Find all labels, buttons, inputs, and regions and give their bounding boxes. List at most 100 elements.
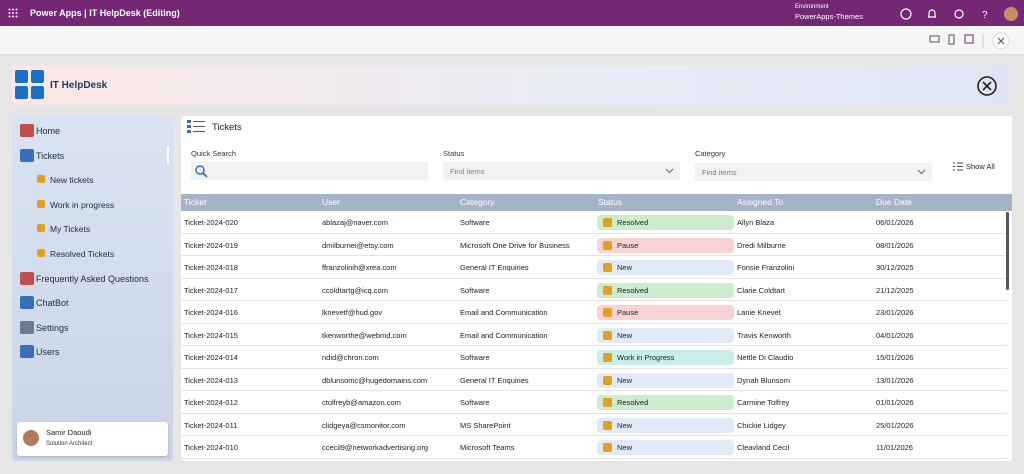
status-pill: New [597, 417, 734, 433]
show-all-button[interactable]: Show All [953, 162, 995, 171]
category-placeholder: Find items [702, 168, 737, 177]
scroll-indicator [167, 146, 169, 164]
table-cell: clidgeya@csmonitor.com [322, 420, 406, 430]
top-bar: Power Apps | IT HelpDesk (Editing) Envir… [0, 0, 1024, 26]
nav-item[interactable]: Frequently Asked Questions [36, 273, 149, 284]
table-cell: 06/01/2026 [876, 218, 914, 227]
category-dropdown[interactable]: Find items [695, 163, 932, 181]
search-input[interactable] [191, 162, 428, 180]
nav-sub-icon [37, 224, 45, 233]
table-cell: Ticket-2024-015 [184, 330, 238, 340]
user-name: Samir Daoudi [46, 428, 92, 437]
nav-sub-item[interactable]: Resolved Tickets [50, 249, 115, 259]
nav-sub-icon [37, 249, 45, 257]
nav-item[interactable]: Settings [36, 322, 69, 333]
status-pill: New [597, 372, 734, 388]
status-text: Resolved [617, 398, 649, 407]
table-row[interactable]: Ticket-2024-012 ctolfreyb@amazon.com Softw… [181, 391, 1007, 414]
table-cell: 21/12/2025 [876, 285, 914, 295]
table-cell: ctolfreyb@amazon.com [322, 398, 401, 407]
status-icon [603, 285, 612, 295]
nav-icon [20, 296, 34, 310]
table-cell: Ticket-2024-017 [184, 285, 238, 295]
table-row[interactable]: Ticket-2024-013 dblunsomc@hugedomains.com… [181, 369, 1007, 391]
user-card[interactable]: Samir Daoudi Solution Architect [17, 422, 168, 456]
table-row[interactable]: Ticket-2024-017 ccoldtartg@icq.com Softwar… [181, 279, 1007, 301]
status-text: Pause [617, 240, 639, 250]
nav-item[interactable]: Users [36, 347, 60, 358]
table-cell: Microsoft Teams [460, 443, 515, 452]
nav-item[interactable]: Home [36, 126, 61, 136]
table-cell: Allyn Blaza [737, 218, 775, 227]
table-row[interactable]: Ticket-2024-010 ccecil9@networkadvertisin… [181, 436, 1007, 459]
nav-icon [20, 320, 34, 334]
table-row[interactable]: Ticket-2024-011 clidgeya@csmonitor.com MS … [181, 414, 1007, 436]
status-icon [603, 330, 612, 340]
status-text: Work in Progress [617, 353, 675, 362]
table-cell: Fonsie Franzolini [737, 263, 795, 272]
category-label: Category [695, 149, 726, 158]
status-dropdown[interactable]: Find items [443, 162, 680, 180]
scrollbar[interactable] [1006, 212, 1009, 290]
column-header[interactable]: Assigned To [737, 197, 784, 207]
nav-icon [20, 124, 34, 137]
logo [15, 70, 44, 99]
status-text: New [617, 330, 633, 340]
table-cell: Ticket-2024-012 [184, 398, 238, 407]
table-cell: 30/12/2025 [876, 263, 914, 272]
table-cell: Microsoft One Drive for Business [460, 240, 570, 250]
column-header[interactable]: User [322, 197, 340, 207]
table-cell: Software [460, 218, 490, 227]
column-header[interactable]: Due Date [876, 197, 912, 207]
table-cell: ffranzolinih@xrea.com [322, 263, 397, 272]
status-label: Status [443, 149, 465, 158]
nav-item[interactable]: ChatBot [36, 298, 69, 309]
waffle-icon[interactable] [8, 8, 18, 18]
nav-sub-icon [37, 175, 45, 184]
table-cell: 11/01/2026 [876, 443, 913, 452]
status-pill: Resolved [597, 282, 734, 298]
status-pill: Pause [597, 237, 734, 253]
table-row[interactable]: Ticket-2024-015 tkenworthe@webmd.com Email… [181, 324, 1007, 346]
column-header[interactable]: Ticket [184, 197, 207, 207]
status-pill: Resolved [597, 215, 734, 230]
table-cell: lknevetf@hud.gov [322, 308, 383, 317]
tickets-panel: Tickets Quick Search Status Find items C… [181, 116, 1012, 461]
table-cell: Ticket-2024-018 [184, 263, 238, 272]
table-cell: Cleavland Cecil [737, 443, 790, 452]
table-cell: 01/01/2026 [876, 398, 914, 407]
table-row[interactable]: Ticket-2024-016 lknevetf@hud.gov Email and… [181, 301, 1007, 324]
status-icon [603, 263, 612, 272]
table-row[interactable]: Ticket-2024-014 ndid@chron.com Software Wor… [181, 346, 1007, 369]
table-row[interactable]: Ticket-2024-018 ffranzolinih@xrea.com Gene… [181, 256, 1007, 279]
nav-item[interactable]: Tickets [36, 150, 65, 161]
nav-sub-icon [37, 199, 45, 208]
status-text: New [617, 443, 633, 452]
status-icon [603, 375, 612, 385]
nav-sub-item[interactable]: New tickets [50, 175, 94, 186]
table-cell: Dynah Blunsom [737, 375, 790, 385]
nav-sub-item[interactable]: Work in progress [50, 199, 115, 210]
nav-sub-item[interactable]: My Tickets [50, 224, 91, 235]
status-icon [603, 398, 612, 407]
device-icons[interactable] [925, 32, 1020, 52]
column-header[interactable]: Status [598, 197, 623, 207]
table-cell: tkenworthe@webmd.com [322, 330, 407, 340]
table-cell: ccoldtartg@icq.com [322, 285, 388, 295]
close-button[interactable] [976, 75, 998, 97]
status-icon [603, 443, 612, 452]
top-icons[interactable]: ? [898, 6, 1024, 22]
table-cell: Ticket-2024-010 [184, 443, 238, 452]
table-cell: Email and Communication [460, 308, 548, 317]
table-row[interactable]: Ticket-2024-019 dmilburnei@etsy.com Micros… [181, 234, 1007, 256]
column-header[interactable]: Category [460, 197, 495, 207]
nav-icon [20, 148, 34, 162]
table-cell: 25/01/2026 [876, 420, 914, 430]
table-cell: Ticket-2024-020 [184, 218, 238, 227]
panel-title: Tickets [212, 122, 242, 133]
sidebar: Samir Daoudi Solution Architect Home Tick… [12, 116, 173, 461]
table-cell: 15/01/2026 [876, 353, 914, 362]
nav-icon [20, 345, 34, 359]
status-pill: Pause [597, 305, 734, 320]
table-row[interactable]: Ticket-2024-020 ablazaj@naver.com Software… [181, 211, 1007, 234]
